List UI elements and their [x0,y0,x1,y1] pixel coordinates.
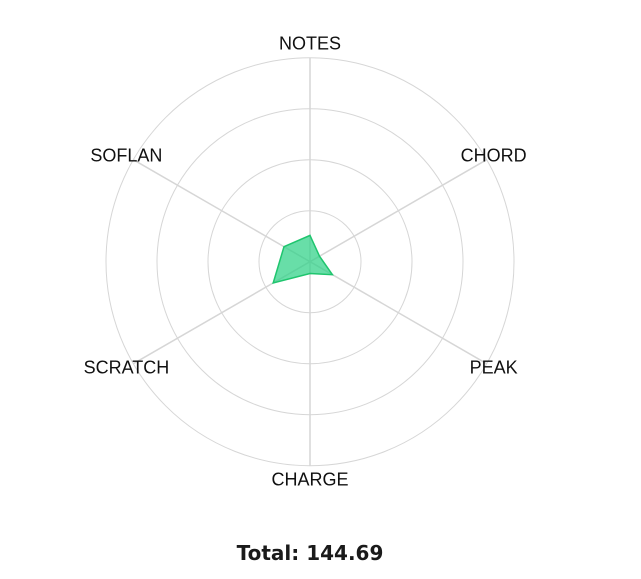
total-score: Total: 144.69 [236,541,384,565]
axis-label: SOFLAN [90,146,162,166]
axis-label: CHARGE [271,470,348,490]
axis-label: CHORD [461,146,527,166]
axis-line [309,159,488,263]
axis-label: PEAK [470,358,518,378]
data-polygon [272,234,334,285]
axis-line [309,261,488,365]
axis-label: SCRATCH [84,358,170,378]
axis-label: NOTES [279,34,341,54]
axis-line [132,159,311,263]
